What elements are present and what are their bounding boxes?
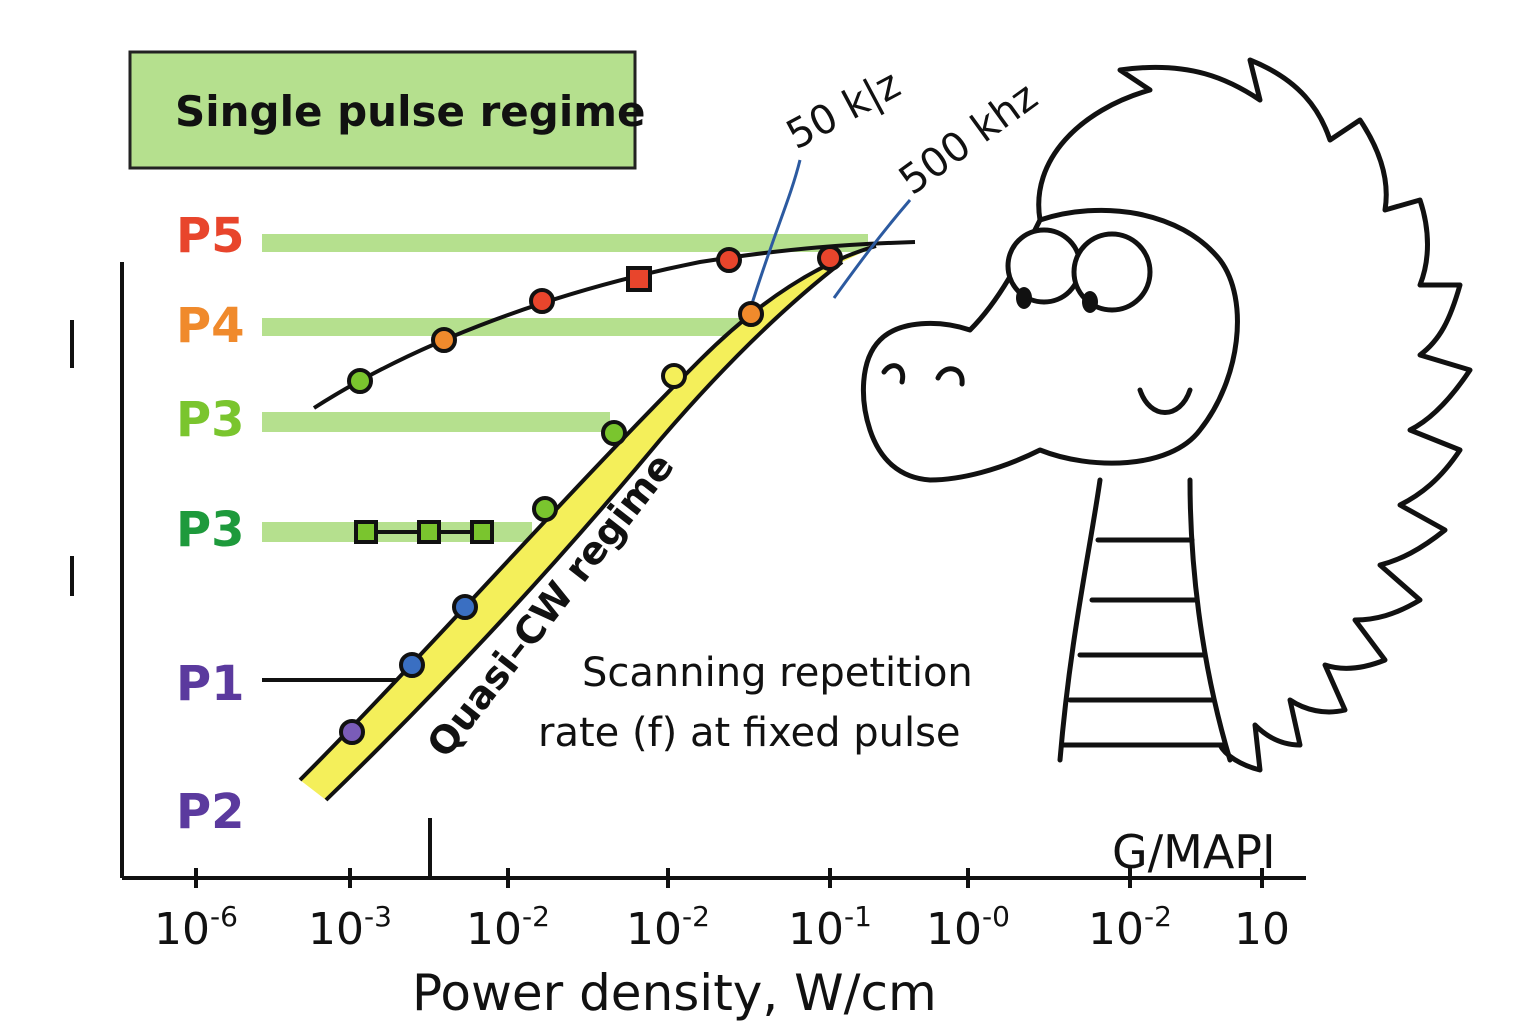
x-tick-label: 10-2 [626,900,710,955]
quasi-cw-edge-upper [298,244,877,782]
level-label-p3-upper: P3 [176,392,245,448]
point-square [354,520,378,544]
x-tick-label: 10-2 [466,900,550,955]
note-line-1: Scanning repetition [582,650,973,696]
x-tick-label: 10 [1234,904,1290,955]
point [532,496,558,522]
chart-title: Single pulse regime [175,87,646,136]
level-label-p1: P1 [176,656,245,712]
x-tick-marks [194,868,1264,888]
x-tick-label: 10-6 [154,900,238,955]
point [601,420,627,446]
x-tick-label: 10-3 [308,900,392,955]
point [339,719,365,745]
point-square [417,520,441,544]
band-p4 [262,318,742,336]
point [716,247,742,273]
band-p3-upper [262,412,610,432]
level-label-p4: P4 [176,298,245,354]
note-line-2: rate (f) at fixed pulse [538,710,961,756]
point [399,652,425,678]
rate-label-50khz: 50 k|z [779,61,908,159]
level-label-p2: P2 [176,784,245,840]
level-label-p5: P5 [176,208,245,264]
single-pulse-curve [312,240,916,410]
point [738,301,764,327]
material-label: G/MAPI [1112,825,1276,879]
markers [339,245,843,745]
quasi-cw-edge-lower [324,260,844,802]
x-tick-label: 10-1 [788,900,872,955]
level-label-p3-lower: P3 [176,502,245,558]
x-tick-label: 10-0 [926,900,1010,955]
band-p5 [262,234,868,252]
point [661,363,687,389]
title-box [128,50,637,170]
point [431,327,457,353]
x-tick-label: 10-2 [1088,900,1172,955]
x-axis-label: Power density, W/cm [412,964,937,1022]
point [452,594,478,620]
rate-line-500khz [832,199,912,299]
point [817,245,843,271]
point-square [470,520,494,544]
rate-label-500khz: 500 khz [891,74,1046,204]
point-square [626,266,652,292]
dragon-mascot-illustration [860,57,1473,773]
point [529,288,555,314]
x-tick-labels: 10-6 10-3 10-2 10-2 10-1 10-0 10-2 10 [154,900,1290,955]
rate-line-50khz [748,159,802,311]
point [347,368,373,394]
